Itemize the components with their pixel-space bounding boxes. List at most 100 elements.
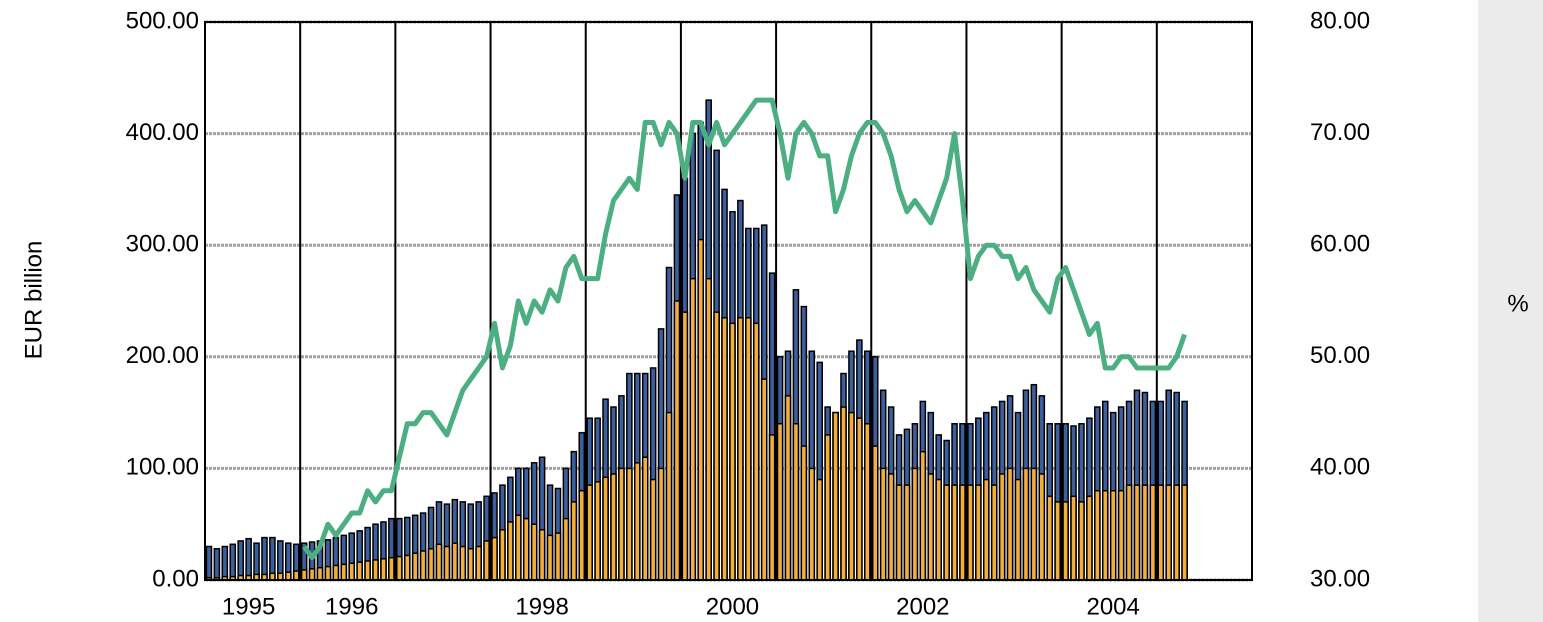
bar [784,395,792,581]
bar [277,572,284,581]
bar [1046,495,1054,581]
x-tick-label: 1995 [222,593,275,620]
y-tick-label: 100.00 [126,454,199,481]
bar [816,478,824,581]
bar [641,456,649,581]
bar [538,529,546,581]
bar [269,572,276,581]
bar [951,484,958,581]
y2-tick-label: 60.00 [1310,231,1370,258]
bar [546,534,554,581]
bar [776,423,784,581]
bar [879,467,887,581]
bar [689,277,697,581]
bar [840,406,847,581]
bar [284,571,292,581]
bar [657,467,665,581]
y-axis-label: EUR billion [20,241,47,360]
bar [911,467,919,581]
bar [475,545,482,581]
bar [1109,489,1117,581]
bar [570,501,578,581]
bar [927,473,935,581]
bar [324,565,332,581]
y-tick-label: 0.00 [152,565,199,592]
y2-tick-label: 50.00 [1310,342,1370,369]
bar [856,417,863,581]
bar [586,484,593,581]
y2-tick-label: 80.00 [1310,7,1370,34]
bar [975,484,982,581]
y2-tick-label: 30.00 [1310,565,1370,592]
y-tick-label: 200.00 [126,342,199,369]
bar [1133,484,1141,581]
bar [554,532,562,581]
plot-frame [204,21,1253,581]
bar [737,316,744,581]
bar [348,562,356,581]
bar [895,484,903,581]
y2-axis-label: % [1507,290,1528,317]
bar [665,411,673,581]
bar [530,523,538,581]
bar [681,311,689,581]
bar [245,537,252,581]
bar [515,514,522,581]
bar [403,554,411,581]
y2-tick-label: 40.00 [1310,454,1370,481]
bar [1054,501,1061,581]
bar [792,423,800,581]
bar [959,484,966,581]
bar [808,467,816,581]
bar [602,476,609,581]
bar [729,322,736,581]
bar [380,558,387,581]
bar [998,473,1006,581]
bar [372,559,379,581]
bar [443,545,451,581]
bar [1165,484,1173,581]
bar [427,548,435,581]
bar [213,548,221,581]
bar [308,568,316,581]
bar [713,311,720,581]
bar [292,570,300,581]
bar [633,462,641,581]
bar [435,543,443,581]
bar [467,548,475,581]
bar [1149,484,1157,581]
bar [229,543,237,581]
y-tick-label: 500.00 [126,7,199,34]
bar [578,489,586,581]
bar [205,545,213,581]
x-tick-label: 2000 [706,593,759,620]
bar [451,542,459,581]
bar [507,521,514,581]
bar [396,555,403,581]
bar [364,560,371,581]
bar [864,423,871,581]
bar [356,561,363,581]
bar [1062,501,1069,581]
bar [760,378,768,581]
bar [871,445,879,581]
bar [522,517,530,581]
bar [1022,467,1030,581]
bar [1030,467,1038,581]
bar [626,467,633,581]
bar [1014,478,1022,581]
x-tick-label: 2002 [896,593,949,620]
bar [594,481,601,581]
bar [1125,484,1133,581]
bar [848,411,855,581]
y-tick-label: 400.00 [126,119,199,146]
bar [562,517,570,581]
bar [919,450,927,581]
bar [340,563,348,581]
bar [800,445,808,581]
bar [1181,484,1188,581]
bar [483,540,490,581]
y-tick-label: 300.00 [126,231,199,258]
bar [221,545,229,581]
